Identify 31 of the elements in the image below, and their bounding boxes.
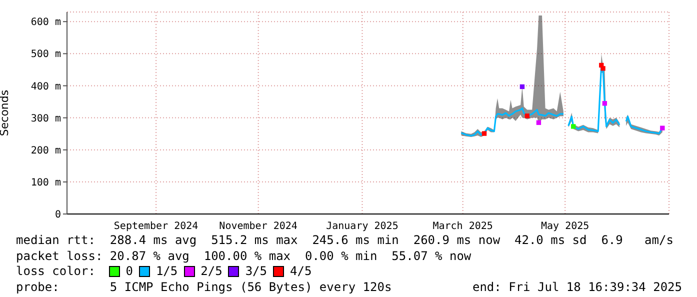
y-tick-label: 500 m [30, 49, 61, 60]
y-tick-label: 100 m [30, 177, 61, 188]
y-tick-label: 0 [54, 210, 61, 221]
y-tick-label: 400 m [30, 81, 61, 92]
point [660, 126, 665, 130]
point [536, 120, 542, 125]
text: median rtt: 288.4 ms avg 515.2 ms max 245.6 ms min 260.9 ms now 42.0 ms sd 6.9 am/s [16, 233, 674, 248]
legend-label: 1/5 [156, 264, 178, 280]
point [602, 101, 608, 106]
text: probe: 5 ICMP Echo Pings (56 Bytes) every 120s [16, 280, 392, 295]
x-tick-label: January 2025 [326, 221, 398, 232]
legend-label: 2/5 [200, 264, 222, 280]
point [482, 131, 487, 136]
x-tick-label: May 2025 [541, 221, 590, 232]
y-tick-label: 200 m [30, 145, 61, 156]
x-tick-label: March 2025 [432, 221, 493, 232]
point [520, 84, 525, 90]
x-tick-label: September 2024 [114, 221, 198, 232]
legend-title: loss color: [16, 264, 96, 280]
legend-label: 4/5 [290, 264, 312, 280]
y-tick-label: 300 m [30, 113, 61, 124]
point [600, 66, 606, 71]
point [524, 114, 530, 118]
legend-label: 3/5 [245, 264, 267, 280]
text: end: Fri Jul 18 16:39:34 2025 [472, 280, 682, 295]
legend-label: 0 [126, 264, 133, 280]
y-tick-label: 600 m [30, 17, 61, 28]
text: packet loss: 20.87 % avg 100.00 % max 0.00 % min 55.07 % now [16, 248, 472, 264]
y-axis-title: Seconds [0, 90, 11, 136]
x-tick-label: November 2024 [219, 221, 298, 232]
point [570, 124, 576, 129]
